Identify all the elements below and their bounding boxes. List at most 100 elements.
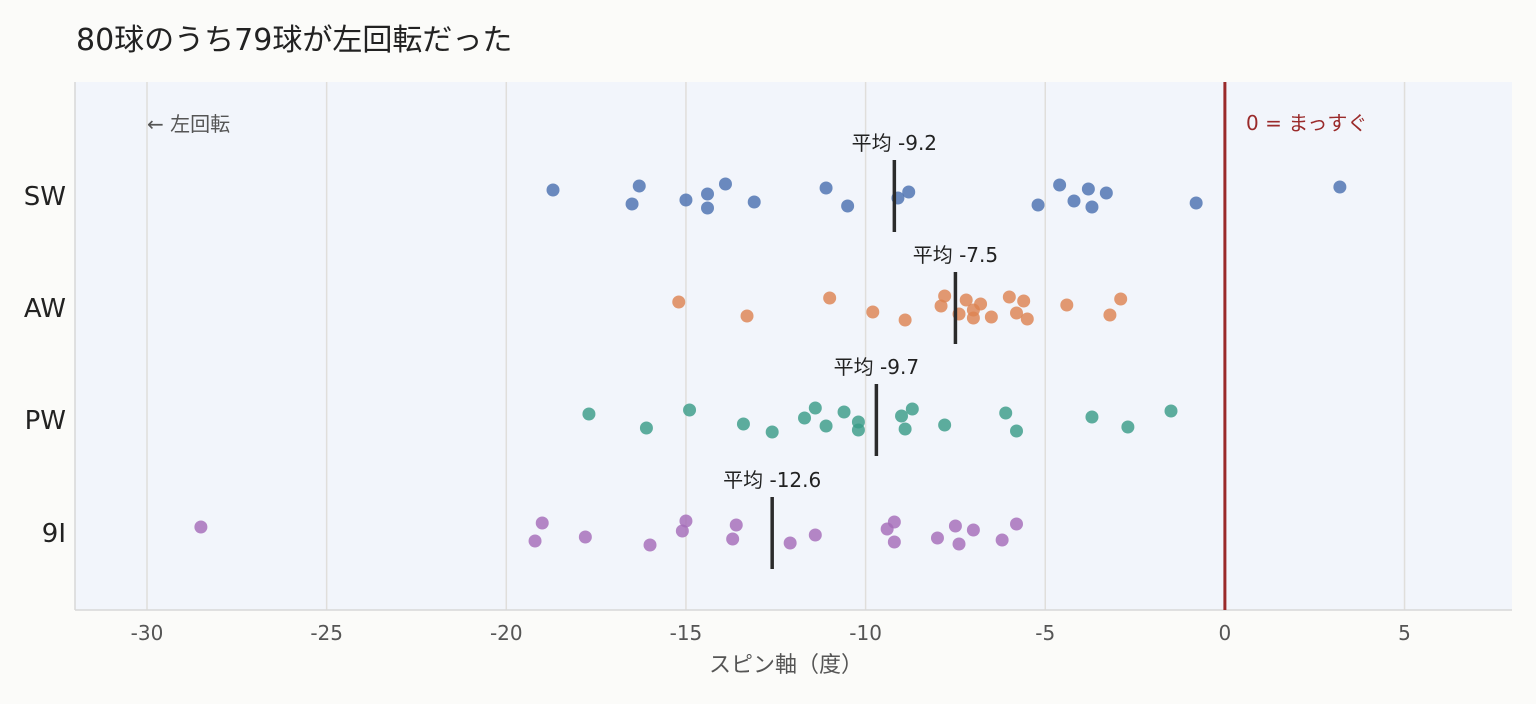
data-point: [1085, 200, 1099, 214]
data-point: [1031, 198, 1045, 212]
data-point: [898, 422, 912, 436]
y-tick-label: AW: [24, 294, 66, 324]
data-point: [683, 403, 697, 417]
data-point: [999, 406, 1013, 420]
x-tick-label: -15: [670, 621, 703, 645]
data-point: [632, 179, 646, 193]
left-spin-annotation: ← 左回転: [147, 112, 230, 136]
data-point: [643, 538, 657, 552]
y-tick-label: PW: [25, 406, 66, 436]
data-point: [1164, 404, 1178, 418]
data-point: [639, 421, 653, 435]
y-tick-label: 9I: [42, 519, 66, 549]
data-point: [819, 419, 833, 433]
data-point: [938, 418, 952, 432]
data-point: [1085, 410, 1099, 424]
data-point: [765, 425, 779, 439]
zero-line-annotation: 0 = まっすぐ: [1246, 111, 1367, 135]
data-point: [625, 197, 639, 211]
data-point: [948, 519, 962, 533]
data-point: [783, 536, 797, 550]
x-tick-label: 5: [1398, 621, 1411, 645]
data-point: [736, 417, 750, 431]
axes: [74, 82, 1512, 611]
data-point: [887, 535, 901, 549]
data-point: [902, 185, 916, 199]
data-point: [1333, 180, 1347, 194]
x-axis-label: スピン軸（度）: [709, 653, 863, 678]
mean-label: 平均 -7.5: [913, 243, 998, 267]
data-point: [851, 415, 865, 429]
data-point: [966, 523, 980, 537]
x-tick-label: -30: [131, 621, 164, 645]
data-point: [841, 199, 855, 213]
data-point: [1081, 182, 1095, 196]
data-point: [823, 291, 837, 305]
data-point: [837, 405, 851, 419]
x-tick-label: -25: [310, 621, 343, 645]
data-point: [740, 309, 754, 323]
data-point: [995, 533, 1009, 547]
data-point: [952, 537, 966, 551]
data-point: [887, 515, 901, 529]
data-point: [578, 530, 592, 544]
data-point: [1189, 196, 1203, 210]
data-point: [701, 201, 715, 215]
data-point: [866, 305, 880, 319]
data-point: [1010, 517, 1024, 531]
data-point: [798, 411, 812, 425]
x-tick-label: -5: [1035, 621, 1055, 645]
data-point: [582, 407, 596, 421]
data-point: [747, 195, 761, 209]
data-point: [819, 181, 833, 195]
x-tick-label: 0: [1219, 621, 1232, 645]
x-tick-label: -10: [849, 621, 882, 645]
data-point: [675, 524, 689, 538]
data-point: [1103, 308, 1117, 322]
chart-title: 80球のうち79球が左回転だった: [76, 23, 512, 58]
data-point: [679, 193, 693, 207]
data-point: [1010, 424, 1024, 438]
data-point: [895, 409, 909, 423]
data-point: [726, 532, 740, 546]
mean-markers: 平均 -9.2 平均 -7.5 平均 -9.7 平均 -12.6: [723, 131, 998, 569]
data-point: [905, 402, 919, 416]
mean-label: 平均 -12.6: [723, 468, 821, 492]
data-point: [729, 518, 743, 532]
data-point: [1114, 292, 1128, 306]
plot-area: [75, 82, 1512, 610]
data-point: [546, 183, 560, 197]
x-tick-labels: -30 -25 -20 -15 -10 -5 0 5: [131, 621, 1411, 645]
data-point: [1010, 306, 1024, 320]
data-point: [984, 310, 998, 324]
mean-label: 平均 -9.7: [834, 355, 919, 379]
mean-label: 平均 -9.2: [852, 131, 937, 155]
data-point: [1099, 186, 1113, 200]
data-point: [808, 528, 822, 542]
data-point: [1067, 194, 1081, 208]
data-point: [974, 297, 988, 311]
data-point: [194, 520, 208, 534]
data-point: [959, 293, 973, 307]
data-points: [194, 177, 1347, 552]
data-point: [701, 187, 715, 201]
data-point: [672, 295, 686, 309]
data-point: [930, 531, 944, 545]
data-point: [1121, 420, 1135, 434]
y-tick-labels: SW AW PW 9I: [24, 182, 66, 549]
data-point: [1002, 290, 1016, 304]
data-point: [679, 514, 693, 528]
data-point: [535, 516, 549, 530]
data-point: [898, 313, 912, 327]
y-tick-label: SW: [24, 182, 66, 212]
data-point: [934, 299, 948, 313]
data-point: [808, 401, 822, 415]
data-point: [528, 534, 542, 548]
x-tick-label: -20: [490, 621, 523, 645]
data-point: [1020, 312, 1034, 326]
data-point: [1060, 298, 1074, 312]
data-point: [1053, 178, 1067, 192]
data-point: [938, 289, 952, 303]
data-point: [1017, 294, 1031, 308]
